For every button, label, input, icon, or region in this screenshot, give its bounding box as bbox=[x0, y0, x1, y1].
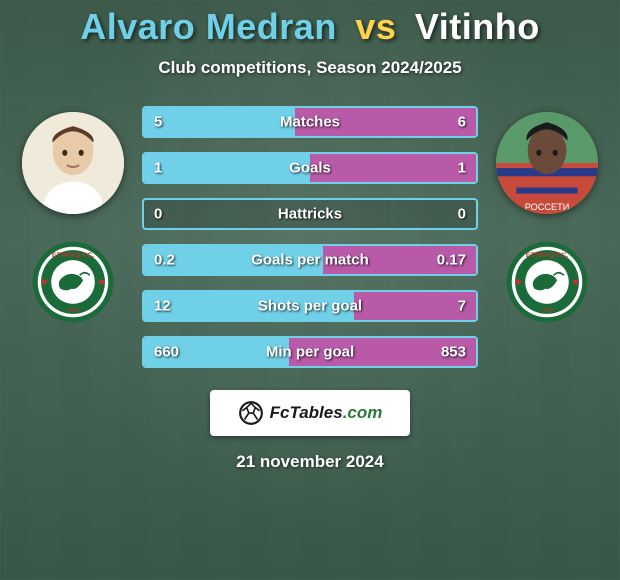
stat-label: Goals bbox=[289, 160, 331, 177]
bar-right bbox=[310, 154, 476, 182]
stat-value-right: 1 bbox=[458, 160, 466, 177]
player2-club-badge: ETTIFAQ F.C. 1945 bbox=[505, 240, 589, 324]
stat-label: Min per goal bbox=[266, 344, 354, 361]
stat-value-right: 853 bbox=[441, 344, 466, 361]
player1-club-badge: ETTIFAQ F.C. 1945 bbox=[31, 240, 115, 324]
left-column: ETTIFAQ F.C. 1945 bbox=[18, 106, 128, 324]
player2-avatar: РОССЕТИ bbox=[496, 112, 598, 214]
stat-label: Shots per goal bbox=[258, 298, 362, 315]
comparison-card: Alvaro Medran vs Vitinho Club competitio… bbox=[0, 0, 620, 580]
stat-value-right: 0.17 bbox=[437, 252, 466, 269]
stat-row: 0 Hattricks 0 bbox=[142, 198, 478, 230]
stat-row: 5 Matches 6 bbox=[142, 106, 478, 138]
stat-value-left: 5 bbox=[154, 114, 162, 131]
vs-label: vs bbox=[355, 6, 396, 47]
main-row: ETTIFAQ F.C. 1945 5 Matches 6 1 Goals 1 0 Hattr… bbox=[0, 106, 620, 368]
stat-value-left: 12 bbox=[154, 298, 171, 315]
stat-label: Goals per match bbox=[251, 252, 369, 269]
stat-row: 660 Min per goal 853 bbox=[142, 336, 478, 368]
stat-value-left: 0 bbox=[154, 206, 162, 223]
stat-row: 0.2 Goals per match 0.17 bbox=[142, 244, 478, 276]
stat-value-left: 1 bbox=[154, 160, 162, 177]
page-title: Alvaro Medran vs Vitinho bbox=[80, 6, 539, 48]
stat-label: Hattricks bbox=[278, 206, 342, 223]
person-icon: РОССЕТИ bbox=[496, 112, 598, 214]
logo-name: FcTables bbox=[270, 403, 343, 422]
svg-text:РОССЕТИ: РОССЕТИ bbox=[525, 202, 570, 212]
svg-text:ETTIFAQ F.C.: ETTIFAQ F.C. bbox=[526, 252, 568, 259]
ball-icon bbox=[238, 400, 264, 426]
svg-text:ETTIFAQ F.C.: ETTIFAQ F.C. bbox=[52, 252, 94, 259]
stats-column: 5 Matches 6 1 Goals 1 0 Hattricks 0 0.2 Goals per … bbox=[142, 106, 478, 368]
stat-label: Matches bbox=[280, 114, 340, 131]
date-label: 21 november 2024 bbox=[236, 452, 383, 472]
stat-row: 12 Shots per goal 7 bbox=[142, 290, 478, 322]
logo-domain: .com bbox=[343, 403, 383, 422]
player2-name: Vitinho bbox=[415, 6, 540, 47]
stat-value-right: 6 bbox=[458, 114, 466, 131]
stat-value-left: 660 bbox=[154, 344, 179, 361]
club-crest-icon: ETTIFAQ F.C. 1945 bbox=[31, 240, 115, 324]
bar-left bbox=[144, 108, 295, 136]
stat-row: 1 Goals 1 bbox=[142, 152, 478, 184]
player1-avatar bbox=[22, 112, 124, 214]
club-crest-icon: ETTIFAQ F.C. 1945 bbox=[505, 240, 589, 324]
stat-value-right: 7 bbox=[458, 298, 466, 315]
svg-text:1945: 1945 bbox=[540, 308, 554, 314]
logo-text: FcTables.com bbox=[270, 403, 383, 423]
right-column: РОССЕТИ ETTIFAQ F.C. 1945 bbox=[492, 106, 602, 324]
bar-left bbox=[144, 154, 310, 182]
stat-value-right: 0 bbox=[458, 206, 466, 223]
svg-text:1945: 1945 bbox=[66, 308, 80, 314]
stat-value-left: 0.2 bbox=[154, 252, 175, 269]
subtitle: Club competitions, Season 2024/2025 bbox=[158, 58, 461, 78]
person-icon bbox=[22, 112, 124, 214]
source-logo: FcTables.com bbox=[210, 390, 410, 436]
player1-name: Alvaro Medran bbox=[80, 6, 337, 47]
